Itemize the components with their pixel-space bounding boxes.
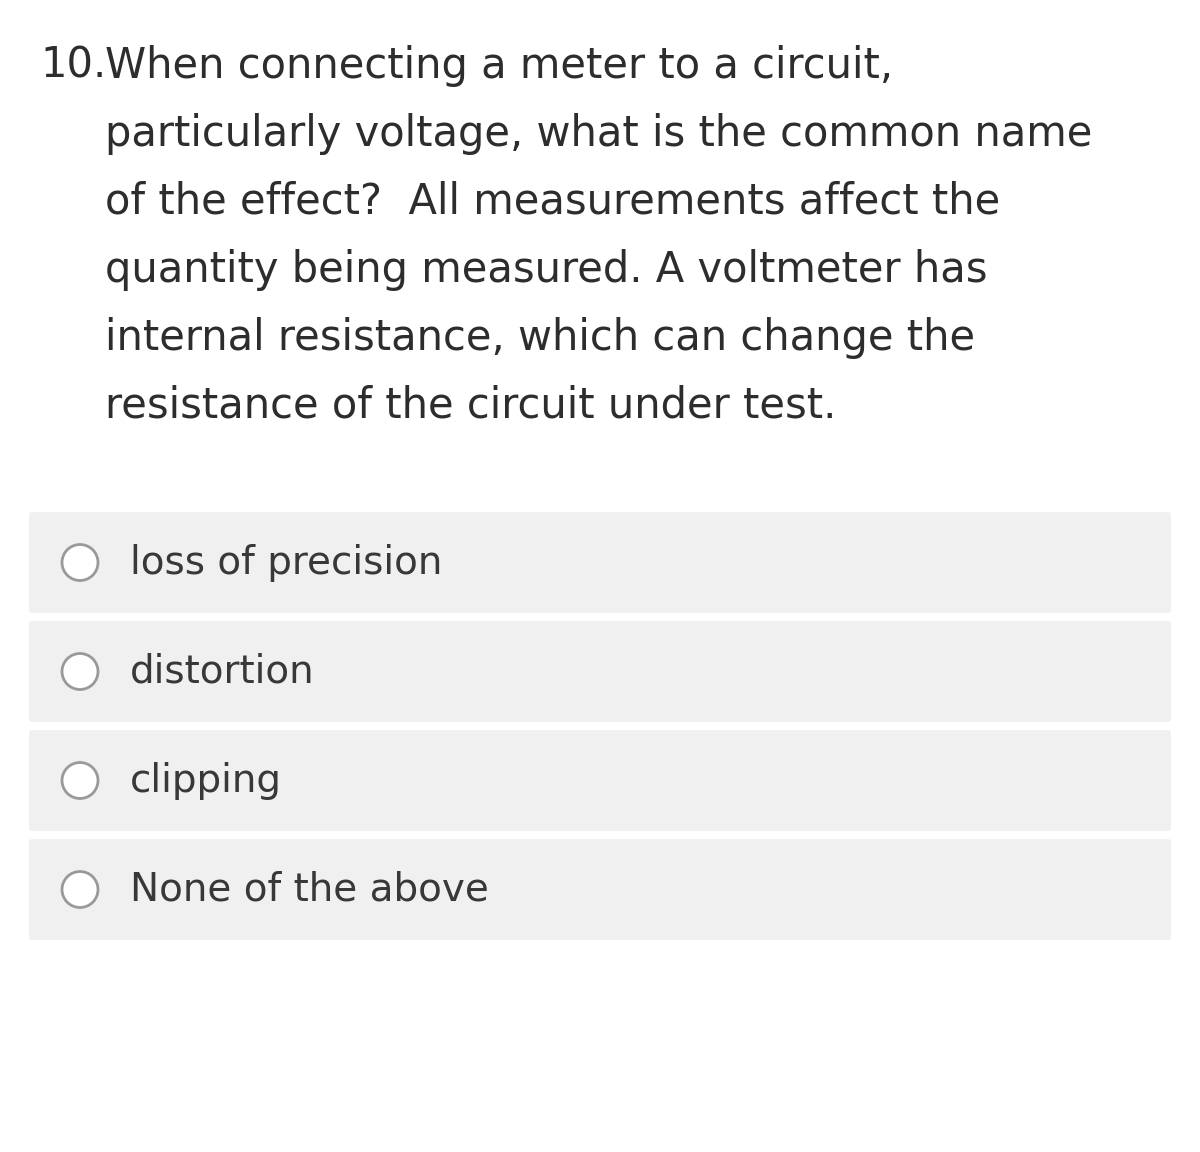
Text: loss of precision: loss of precision [130,544,443,582]
Text: particularly voltage, what is the common name: particularly voltage, what is the common… [106,113,1092,156]
Circle shape [62,763,98,798]
Text: of the effect?  All measurements affect the: of the effect? All measurements affect t… [106,181,1001,223]
FancyBboxPatch shape [29,511,1171,613]
Text: quantity being measured. A voltmeter has: quantity being measured. A voltmeter has [106,249,988,291]
Circle shape [62,653,98,690]
Text: resistance of the circuit under test.: resistance of the circuit under test. [106,385,836,427]
FancyBboxPatch shape [29,839,1171,940]
Circle shape [62,545,98,581]
Text: None of the above: None of the above [130,871,488,909]
FancyBboxPatch shape [29,730,1171,831]
FancyBboxPatch shape [29,621,1171,722]
Text: 10.: 10. [40,45,107,88]
Text: When connecting a meter to a circuit,: When connecting a meter to a circuit, [106,45,893,88]
Text: internal resistance, which can change the: internal resistance, which can change th… [106,317,976,359]
Text: distortion: distortion [130,652,314,690]
Circle shape [62,872,98,908]
Text: clipping: clipping [130,761,282,799]
